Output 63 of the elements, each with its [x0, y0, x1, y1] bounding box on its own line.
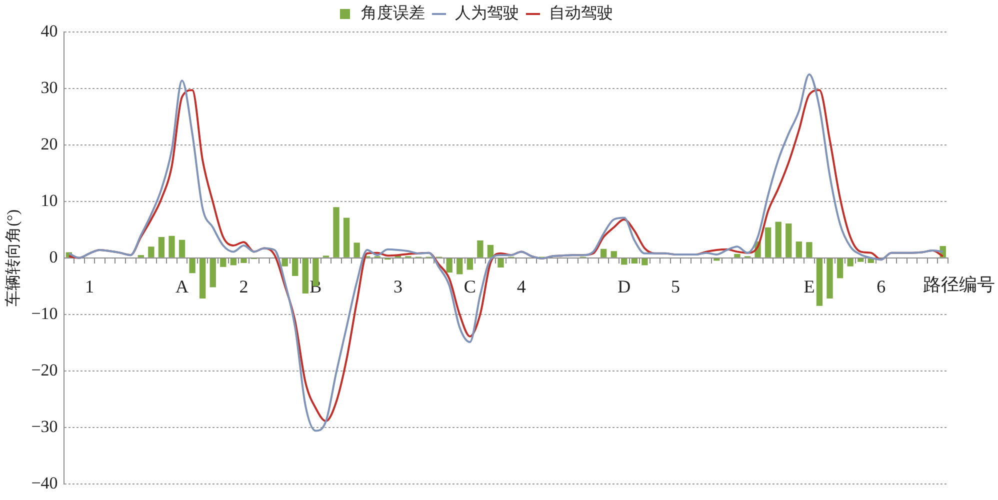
x-tick-label: A: [176, 276, 189, 296]
legend-label: 角度误差: [361, 4, 425, 22]
bar: [498, 258, 504, 268]
bar: [230, 258, 237, 266]
x-tick-label: D: [618, 276, 631, 296]
y-tick-label: 10: [40, 190, 58, 210]
bar: [148, 246, 154, 258]
bar: [292, 258, 298, 276]
x-axis-title: 路径编号: [923, 274, 995, 295]
bar: [333, 207, 340, 258]
bar: [796, 242, 802, 258]
y-tick-label: −20: [31, 360, 58, 380]
bar: [714, 258, 720, 261]
bar: [610, 251, 617, 258]
bar: [168, 236, 175, 258]
bar: [189, 258, 196, 274]
bar: [456, 258, 463, 274]
bar: [354, 242, 360, 258]
bar: [847, 258, 854, 266]
bar: [734, 254, 740, 258]
bar: [642, 258, 648, 266]
bar: [158, 237, 165, 258]
bar: [282, 258, 288, 266]
bar: [477, 240, 484, 258]
bar: [836, 258, 844, 278]
y-tick-label: 20: [40, 134, 58, 154]
bar: [220, 258, 226, 267]
bar: [806, 242, 812, 258]
bar: [786, 223, 792, 258]
y-tick-label: 40: [40, 21, 58, 40]
bar: [343, 218, 350, 258]
x-tick-label: 6: [876, 276, 886, 296]
x-tick-label: C: [464, 276, 476, 296]
bar: [775, 222, 782, 258]
bar: [487, 244, 494, 258]
bar: [858, 258, 864, 262]
bar: [178, 240, 186, 258]
bar: [816, 258, 823, 306]
x-tick-label: 1: [84, 276, 94, 296]
y-tick-label: −10: [31, 304, 58, 323]
bar: [240, 258, 247, 263]
bar: [600, 248, 607, 258]
bar: [446, 258, 452, 273]
bar: [621, 258, 628, 265]
y-axis-title: 车辆转向角(°): [4, 209, 22, 306]
y-tick-label: 0: [49, 247, 58, 266]
x-tick-label: 3: [393, 276, 402, 296]
x-tick-label: 4: [516, 276, 526, 296]
x-tick-label: E: [804, 276, 815, 296]
bar: [200, 258, 206, 299]
bar: [466, 258, 473, 270]
x-tick-label: 5: [671, 276, 680, 296]
y-tick-label: 30: [40, 78, 58, 97]
y-tick-label: −40: [31, 473, 58, 492]
legend-label: 人为驾驶: [455, 4, 519, 22]
bar: [764, 227, 772, 258]
x-tick-label: 2: [239, 276, 248, 296]
bar: [210, 258, 216, 288]
bar: [826, 258, 833, 299]
y-tick-label: −30: [31, 416, 58, 436]
bar: [302, 258, 308, 294]
legend-label: 自动驾驶: [549, 4, 613, 22]
bar: [631, 258, 638, 264]
